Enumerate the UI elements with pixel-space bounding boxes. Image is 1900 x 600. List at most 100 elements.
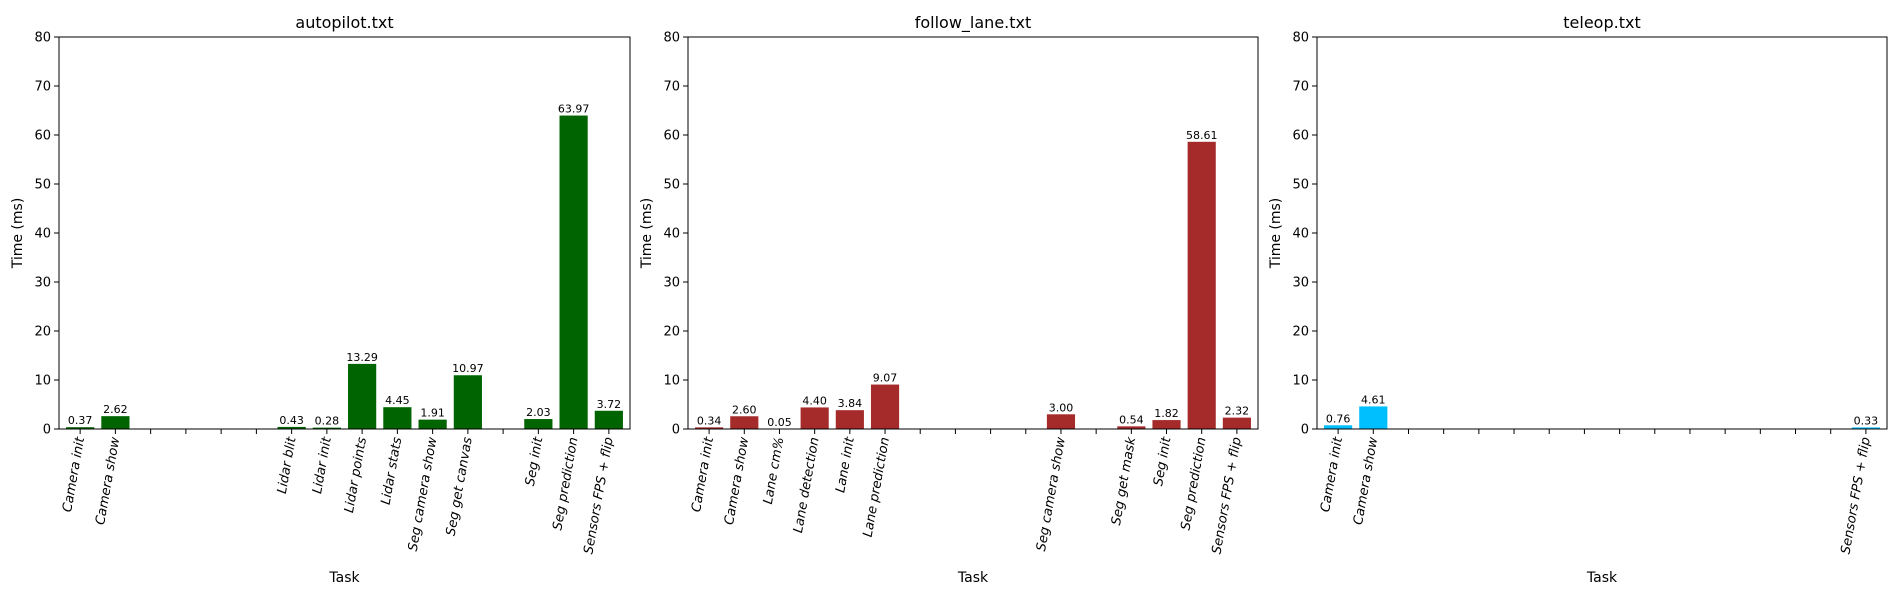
data-label: 2.62 [103, 403, 128, 416]
bar [1851, 427, 1880, 429]
y-tick-label: 20 [34, 325, 51, 340]
category-label: Lane prediction [861, 436, 893, 538]
y-axis-label: Time (ms) [639, 198, 655, 270]
chart-panel-1: follow_lane.txt010203040506070800.34Came… [639, 13, 1259, 586]
bar [101, 416, 130, 429]
category-label: Seg get canvas [444, 436, 476, 537]
category-label: Lidar points [342, 436, 370, 514]
y-tick-label: 10 [34, 374, 51, 389]
data-label: 10.97 [452, 362, 484, 375]
bar [835, 410, 864, 429]
category-label: Lidar stats [379, 436, 406, 506]
y-tick-label: 10 [663, 374, 680, 389]
data-label: 4.61 [1361, 393, 1386, 406]
category-label: Lidar blit [275, 435, 300, 495]
data-label: 2.03 [526, 406, 551, 419]
bar [66, 427, 95, 429]
y-tick-label: 0 [1301, 423, 1309, 438]
bar [559, 115, 588, 429]
data-label: 63.97 [558, 103, 590, 116]
y-tick-label: 60 [663, 129, 680, 144]
bar [418, 419, 447, 429]
category-label: Lane detection [791, 436, 823, 534]
y-tick-label: 10 [1292, 374, 1309, 389]
category-label: Camera init [689, 435, 717, 513]
plot-frame [687, 36, 1259, 430]
y-tick-label: 50 [34, 178, 51, 193]
chart-title: autopilot.txt [295, 13, 393, 32]
category-label: Lane cm% [761, 436, 788, 505]
chart-panel-2: teleop.txt 0 10 20 30 40 50 60 70 80 0.76 Camera in… [1268, 13, 1888, 586]
bar [1152, 420, 1181, 429]
data-label: 0.33 [1854, 414, 1879, 427]
data-label: 3.00 [1049, 401, 1074, 414]
data-label: 0.05 [767, 416, 792, 429]
bar [1324, 425, 1353, 429]
y-tick-label: 60 [34, 129, 51, 144]
bar [1187, 141, 1216, 429]
y-tick-label: 20 [663, 325, 680, 340]
y-tick-label: 30 [34, 276, 51, 291]
data-label: 0.28 [315, 415, 340, 428]
category-label: Sensors FPS + flip [581, 436, 616, 555]
data-label: 13.29 [346, 351, 378, 364]
data-label: 0.37 [68, 414, 93, 427]
category-label: Camera show [93, 436, 123, 526]
data-label: 58.61 [1186, 129, 1218, 142]
y-tick-label: 70 [34, 80, 51, 95]
y-tick-label: 70 [663, 80, 680, 95]
y-tick-label: 50 [663, 178, 680, 193]
category-label: Seg prediction [550, 436, 581, 531]
category-label: Sensors FPS + flip [1209, 436, 1244, 555]
data-label: 0.54 [1119, 413, 1144, 426]
y-tick-label: 30 [663, 276, 680, 291]
data-label: 0.43 [279, 414, 304, 427]
data-label: 2.32 [1225, 405, 1250, 418]
bar [453, 375, 482, 429]
plot-frame [58, 36, 631, 430]
bar [870, 384, 900, 429]
category-label: Seg get mask [1109, 436, 1139, 527]
category-label: Camera show [722, 436, 752, 526]
bar [312, 427, 341, 429]
chart-panel-0: autopilot.txt010203040506070800.37Camera… [10, 13, 631, 586]
y-axis-label: Time (ms) [1268, 198, 1284, 270]
y-tick-label: 40 [34, 227, 51, 242]
y-tick-label: 80 [663, 31, 680, 46]
category-label: Lidar init [310, 435, 335, 495]
bar [1359, 406, 1388, 429]
chart-title: follow_lane.txt [915, 13, 1032, 33]
data-label: 4.45 [385, 394, 410, 407]
category-label: Camera show [1351, 436, 1381, 526]
y-tick-label: 50 [1292, 178, 1309, 193]
category-label: Seg init [523, 435, 546, 487]
data-label: 2.60 [732, 403, 757, 416]
category-label: Sensors FPS + flip [1838, 436, 1873, 555]
y-tick-label: 60 [1292, 129, 1309, 144]
y-tick-label: 70 [1292, 80, 1309, 95]
data-label: 3.84 [838, 397, 863, 410]
data-label: 1.82 [1154, 407, 1179, 420]
data-label: 0.76 [1326, 412, 1351, 425]
y-tick-label: 80 [34, 31, 51, 46]
data-label: 3.72 [597, 398, 622, 411]
bar [730, 416, 759, 429]
chart-title: teleop.txt [1563, 13, 1640, 32]
bar [800, 407, 829, 429]
y-tick-label: 40 [1292, 227, 1309, 242]
bar [383, 407, 412, 429]
category-label: Seg init [1151, 435, 1174, 487]
bar [594, 410, 623, 429]
x-axis-label: Task [328, 570, 360, 586]
bar [1222, 417, 1251, 429]
bar [348, 363, 377, 429]
y-tick-label: 0 [672, 423, 680, 438]
category-label: Seg camera show [406, 436, 441, 553]
category-label: Lane init [833, 435, 858, 494]
data-label: 9.07 [873, 372, 898, 385]
category-label: Camera init [1318, 435, 1346, 513]
bar [277, 426, 306, 429]
category-label: Seg prediction [1179, 436, 1210, 531]
y-tick-label: 40 [663, 227, 680, 242]
